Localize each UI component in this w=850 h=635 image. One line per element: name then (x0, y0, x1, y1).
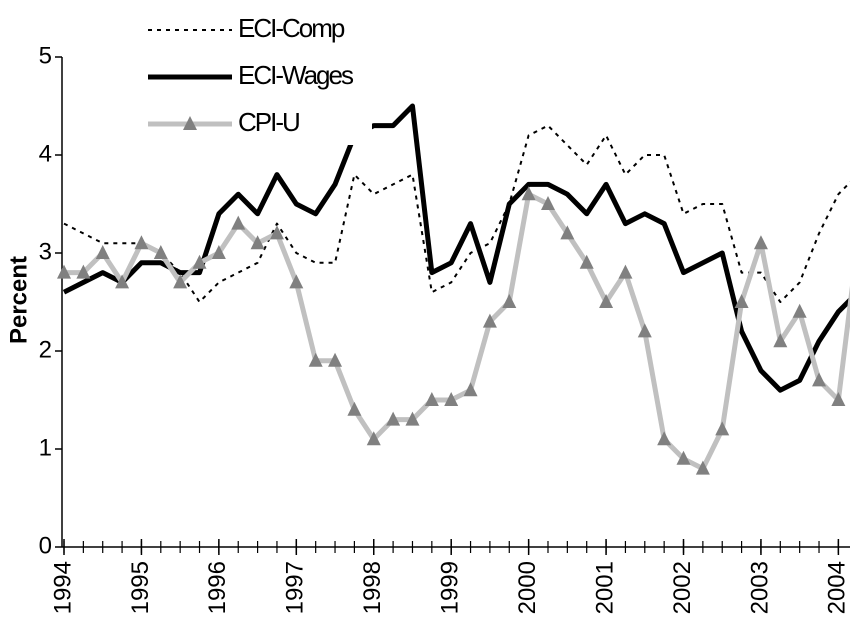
y-tick-label: 1 (39, 434, 52, 461)
marker (560, 225, 575, 240)
marker (502, 294, 517, 308)
legend-label: ECI-Comp (238, 13, 345, 43)
marker (289, 274, 304, 289)
marker (715, 421, 730, 436)
x-tick-label: 1994 (49, 561, 76, 614)
x-tick-label: 2002 (669, 561, 696, 614)
marker (676, 450, 691, 465)
plot-area (57, 103, 850, 475)
marker (695, 460, 710, 475)
x-tick-label: 2000 (514, 561, 541, 614)
marker (753, 235, 768, 250)
marker (773, 333, 788, 348)
marker (173, 274, 188, 289)
marker (115, 274, 130, 289)
x-tick-label: 1996 (204, 561, 231, 614)
x-tick-label: 2004 (824, 561, 850, 614)
legend-box (140, 0, 372, 145)
series-line (64, 191, 850, 472)
x-tick-label: 1997 (282, 561, 309, 614)
marker (657, 431, 672, 446)
x-tick-label: 2001 (591, 561, 618, 614)
y-tick-label: 2 (39, 336, 52, 363)
series-line (62, 103, 850, 393)
legend-label: CPI-U (238, 107, 299, 137)
marker (250, 235, 265, 250)
marker (579, 254, 594, 269)
marker (308, 352, 323, 367)
marker (95, 245, 110, 259)
marker (153, 245, 168, 259)
marker (792, 303, 807, 318)
y-axis-label: Percent (5, 256, 32, 344)
y-tick-label: 0 (39, 532, 52, 559)
legend-marker (183, 116, 197, 130)
marker (521, 186, 536, 201)
marker (618, 264, 633, 279)
x-tick-label: 1999 (437, 561, 464, 614)
marker (734, 294, 749, 308)
marker (231, 215, 246, 230)
marker (463, 382, 478, 397)
marker (192, 254, 207, 269)
marker (599, 294, 614, 308)
y-tick-label: 4 (39, 140, 52, 167)
marker (366, 431, 381, 446)
marker (444, 392, 459, 406)
marker (405, 411, 420, 426)
marker (269, 225, 284, 240)
marker (347, 401, 362, 416)
marker (482, 313, 497, 328)
marker (540, 196, 555, 210)
y-tick-label: 5 (39, 42, 52, 69)
marker (831, 392, 846, 406)
marker (386, 411, 401, 426)
legend-label: ECI-Wages (238, 60, 354, 90)
x-tick-label: 1998 (359, 561, 386, 614)
marker (812, 372, 827, 387)
marker (57, 264, 71, 279)
marker (328, 352, 343, 367)
marker (637, 323, 652, 338)
marker (211, 245, 226, 259)
y-tick-label: 3 (39, 238, 52, 265)
legend: ECI-Comp ECI-Wages CPI-U (140, 0, 372, 145)
marker (424, 392, 439, 406)
x-tick-label: 2003 (746, 561, 773, 614)
x-tick-label: 1995 (127, 561, 154, 614)
marker (76, 264, 91, 279)
series-line (63, 124, 850, 303)
marker (134, 235, 149, 250)
